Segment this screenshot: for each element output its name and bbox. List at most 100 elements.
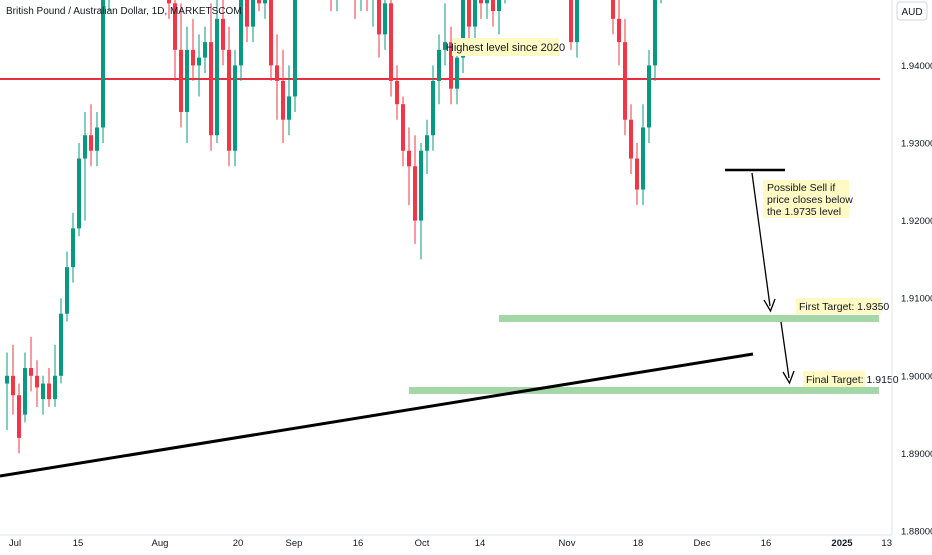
final-target-zone[interactable] <box>409 387 879 394</box>
candle[interactable] <box>485 0 489 19</box>
candle[interactable] <box>35 360 39 407</box>
candle[interactable] <box>173 0 177 81</box>
candle[interactable] <box>95 111 99 167</box>
candle[interactable] <box>47 368 51 407</box>
candle[interactable] <box>65 251 69 322</box>
candle[interactable] <box>383 0 387 50</box>
candle[interactable] <box>287 65 291 136</box>
candle[interactable] <box>479 0 483 19</box>
candle[interactable] <box>53 344 57 407</box>
trend-line[interactable] <box>0 352 754 478</box>
candle[interactable] <box>401 96 405 167</box>
candle-body <box>83 135 87 159</box>
candle[interactable] <box>191 18 195 81</box>
candle[interactable] <box>437 34 441 105</box>
candle[interactable] <box>215 0 219 143</box>
candle[interactable] <box>647 49 651 143</box>
candle[interactable] <box>197 34 201 97</box>
candle[interactable] <box>77 143 81 237</box>
candle-body <box>437 49 441 81</box>
candle-body <box>173 3 177 50</box>
candle[interactable] <box>5 352 9 431</box>
time-tick-label: 13 <box>881 538 892 549</box>
price-tick-label: 1.93000 <box>901 139 932 150</box>
time-axis[interactable]: Jul 15 Aug 20 Sep 16 Oct 14 Nov 18 Dec 16 2025 13 <box>0 534 892 549</box>
price-tick-label: 1.94000 <box>901 61 932 72</box>
candle[interactable] <box>227 26 231 167</box>
first-target-zone[interactable] <box>499 315 879 322</box>
candle[interactable] <box>101 0 105 143</box>
candle[interactable] <box>233 49 237 167</box>
candle[interactable] <box>275 34 279 120</box>
candle[interactable] <box>71 212 75 283</box>
candle[interactable] <box>467 0 471 43</box>
time-tick-label: Dec <box>694 538 711 549</box>
possible-sell-note[interactable]: Possible Sell if price closes below the … <box>763 180 853 218</box>
candle[interactable] <box>395 65 399 120</box>
candle[interactable] <box>29 337 33 392</box>
candle[interactable] <box>185 26 189 143</box>
currency-button[interactable]: AUD <box>896 1 928 21</box>
candle[interactable] <box>353 0 357 19</box>
candle-body <box>281 80 285 120</box>
symbol-title: British Pound / Australian Dollar, 1D, M… <box>6 6 242 17</box>
candle[interactable] <box>179 3 183 128</box>
candle[interactable] <box>371 0 375 27</box>
time-tick-label: 20 <box>233 538 244 549</box>
time-tick-label: Aug <box>152 538 169 549</box>
candle[interactable] <box>431 65 435 151</box>
candle-body <box>221 18 225 50</box>
candle[interactable] <box>389 0 393 97</box>
candle[interactable] <box>407 127 411 206</box>
candle[interactable] <box>293 0 297 112</box>
candle[interactable] <box>641 104 645 206</box>
candle[interactable] <box>635 143 639 206</box>
time-axis-ticks: Jul 15 Aug 20 Sep 16 Oct 14 Nov 18 Dec 16 2025 13 <box>9 538 892 549</box>
candle[interactable] <box>629 104 633 175</box>
candle[interactable] <box>11 344 15 415</box>
price-axis[interactable]: 2.010002.000001.990001.970001.960001.950… <box>891 0 932 538</box>
candle[interactable] <box>89 104 93 167</box>
candle-body <box>59 313 63 376</box>
candle[interactable] <box>611 0 615 35</box>
candle[interactable] <box>263 0 267 19</box>
candle[interactable] <box>245 0 249 43</box>
candle[interactable] <box>17 383 21 454</box>
candle[interactable] <box>491 0 495 27</box>
candle[interactable] <box>41 375 45 415</box>
candle[interactable] <box>269 0 273 81</box>
candle[interactable] <box>575 0 579 58</box>
candle[interactable] <box>623 18 627 136</box>
candle[interactable] <box>221 0 225 66</box>
candle[interactable] <box>419 143 423 260</box>
candle[interactable] <box>203 26 207 74</box>
candle[interactable] <box>425 119 429 175</box>
candle[interactable] <box>23 352 27 423</box>
final-target-note[interactable]: Final Target: 1.9150 <box>803 371 899 387</box>
candle[interactable] <box>59 298 63 384</box>
candle[interactable] <box>83 111 87 221</box>
candle[interactable] <box>473 0 477 43</box>
candle-body <box>215 18 219 136</box>
candle[interactable] <box>209 3 213 151</box>
candle[interactable] <box>449 26 453 105</box>
candle[interactable] <box>281 49 285 143</box>
candle[interactable] <box>497 0 501 35</box>
candle[interactable] <box>569 0 573 50</box>
candle[interactable] <box>239 0 243 81</box>
candle-body <box>47 383 51 400</box>
highest-level-note[interactable]: Highest level since 2020 <box>446 38 565 56</box>
candle[interactable] <box>653 0 657 81</box>
candle[interactable] <box>443 3 447 66</box>
candle[interactable] <box>257 0 261 12</box>
candle[interactable] <box>617 0 621 66</box>
candle[interactable] <box>167 0 171 19</box>
candle[interactable] <box>251 0 255 43</box>
first-target-note[interactable]: First Target: 1.9350 <box>796 298 889 314</box>
candle[interactable] <box>377 0 381 58</box>
candle[interactable] <box>413 135 417 244</box>
candle[interactable] <box>107 0 111 12</box>
candle-body <box>497 0 501 12</box>
